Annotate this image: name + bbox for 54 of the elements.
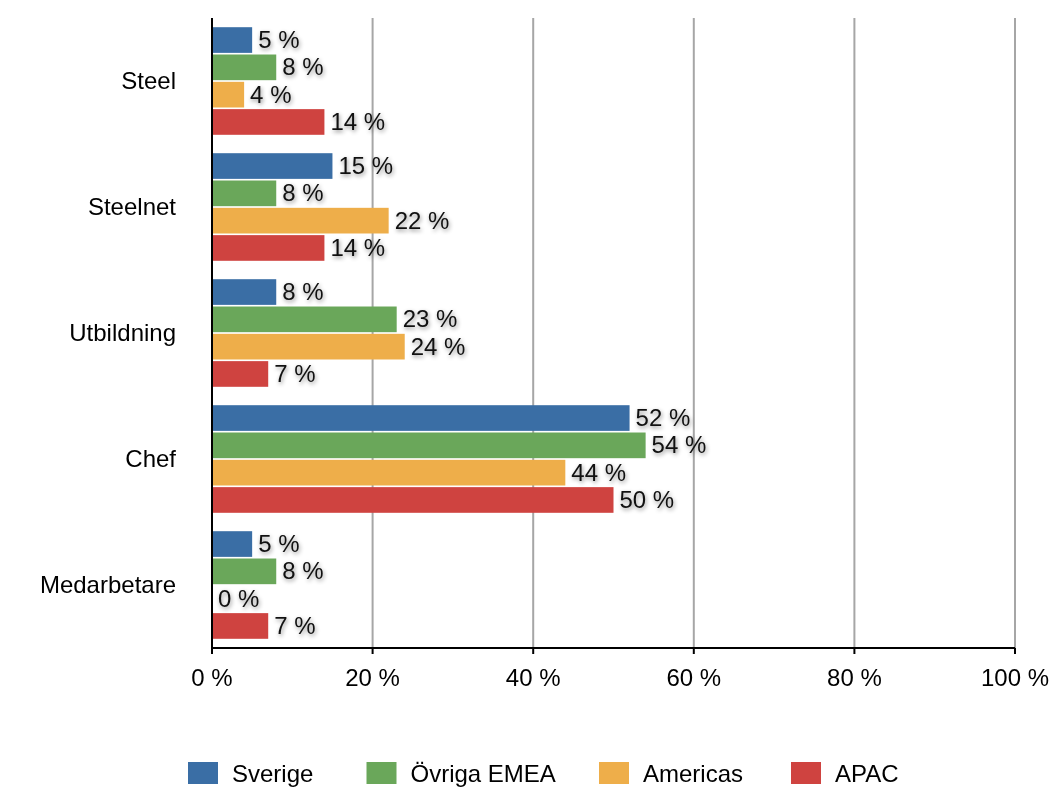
x-tick-label: 40 % bbox=[505, 664, 561, 691]
data-label: 14 % bbox=[330, 107, 386, 135]
y-tick-label: Chef bbox=[125, 445, 177, 472]
data-label: 8 % bbox=[282, 278, 324, 306]
bar bbox=[212, 279, 277, 305]
bar bbox=[212, 54, 277, 81]
data-label: 54 % bbox=[651, 431, 707, 459]
bar bbox=[212, 361, 269, 387]
bar bbox=[212, 333, 405, 360]
y-tick-label: Steel bbox=[121, 67, 176, 94]
data-label: 5 % bbox=[258, 530, 300, 558]
data-label: 5 % bbox=[258, 26, 300, 54]
bar bbox=[212, 306, 397, 333]
x-tick-label: 60 % bbox=[666, 664, 722, 691]
data-label: 44 % bbox=[571, 458, 627, 486]
bar bbox=[212, 153, 333, 179]
data-label: 24 % bbox=[410, 332, 466, 360]
bar bbox=[212, 405, 630, 431]
bar bbox=[212, 81, 245, 108]
data-label: 8 % bbox=[282, 557, 324, 585]
data-label: 15 % bbox=[338, 152, 394, 180]
data-label: 23 % bbox=[402, 305, 458, 333]
legend-label: APAC bbox=[835, 760, 899, 787]
x-tick-label: 0 % bbox=[191, 664, 233, 691]
x-tick-label: 20 % bbox=[345, 664, 400, 691]
bar bbox=[212, 109, 325, 135]
bar bbox=[212, 235, 325, 261]
x-tick-label: 100 % bbox=[980, 664, 1050, 691]
bar bbox=[212, 531, 253, 557]
data-label: 50 % bbox=[619, 485, 675, 513]
legend-label: Övriga EMEA bbox=[410, 760, 556, 787]
x-tick-label: 80 % bbox=[827, 664, 882, 691]
y-tick-label: Medarbetare bbox=[39, 571, 176, 598]
bar bbox=[212, 27, 253, 53]
y-tick-label: Utbildning bbox=[69, 319, 176, 346]
legend-label: Sverige bbox=[232, 760, 314, 787]
y-tick-label: Steelnet bbox=[87, 193, 177, 220]
bar bbox=[212, 613, 269, 639]
bar bbox=[212, 180, 277, 207]
data-label: 4 % bbox=[250, 80, 292, 108]
bar bbox=[212, 487, 614, 513]
data-label: 7 % bbox=[274, 359, 316, 387]
data-label: 52 % bbox=[635, 404, 691, 432]
data-label: 0 % bbox=[218, 584, 260, 612]
data-label: 8 % bbox=[282, 179, 324, 207]
data-label: 22 % bbox=[394, 206, 450, 234]
bar bbox=[212, 459, 566, 486]
data-label: 7 % bbox=[274, 611, 316, 639]
data-label: 14 % bbox=[330, 233, 386, 261]
data-label: 8 % bbox=[282, 53, 324, 81]
bar bbox=[212, 432, 646, 459]
legend-label: Americas bbox=[643, 760, 744, 787]
bar bbox=[212, 558, 277, 585]
bar bbox=[212, 207, 389, 234]
